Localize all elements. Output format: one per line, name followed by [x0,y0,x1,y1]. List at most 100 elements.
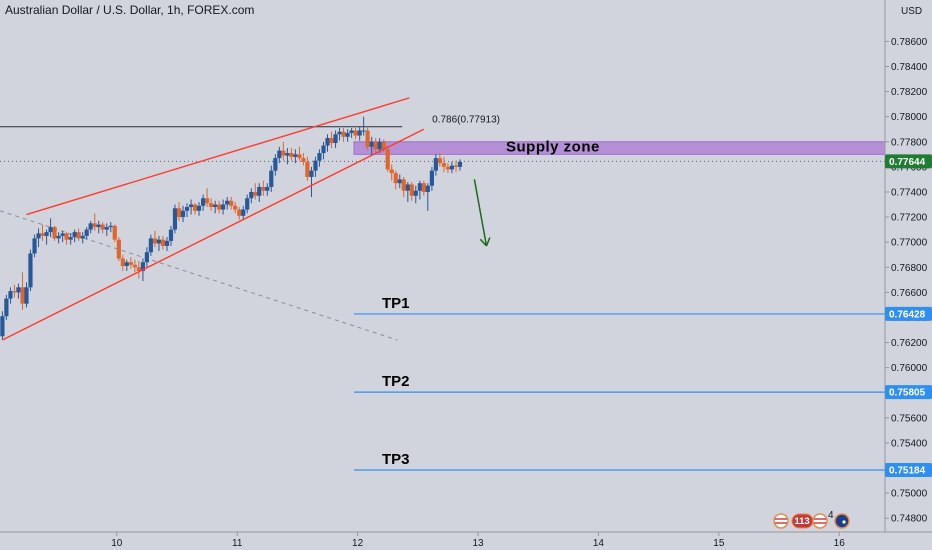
time-axis[interactable]: 10 11 12 13 14 15 16 [0,531,932,549]
candle-body [265,186,270,191]
price-tick-label: 0.75000 [891,489,928,500]
australia-flag-icon[interactable] [834,513,850,529]
candle-body [124,262,129,266]
candle-body [241,209,246,216]
candle-body [437,158,442,164]
candle-body [132,264,137,268]
candle-body [441,163,447,167]
candle-body [249,191,254,199]
last-price-badge[interactable] [885,154,932,169]
price-tick-label: 0.77200 [891,213,928,224]
candle-body [425,185,430,192]
dashed-trend-line[interactable] [0,210,398,341]
price-tick-label: 0.76800 [891,263,928,274]
candle-body [84,229,89,236]
target-label-2: TP2 [382,373,410,390]
candle-body [345,133,350,137]
candle-body [104,227,109,230]
candle-body [393,173,398,184]
down-arrow-head [485,237,491,247]
candle-body [273,158,278,171]
candle-body [56,235,61,239]
candle-body [417,183,422,191]
wedge-lower-line[interactable] [2,128,425,341]
candle-body [64,233,69,240]
candle-body [337,131,342,135]
candle-body [160,239,166,246]
candle-body [213,204,218,208]
candle-body [196,205,202,211]
price-tick-label: 0.77000 [891,238,928,249]
time-tick-label: 10 [111,538,123,549]
candle-body [28,253,33,288]
price-tick-label: 0.78200 [891,87,928,98]
candle-body [112,225,117,240]
candle-body [269,170,274,187]
candle-body [0,316,5,337]
price-tick-label: 0.78000 [891,112,928,123]
candle-body [92,223,97,228]
candle-body [369,141,374,147]
candle-body [321,145,326,154]
time-tick-label: 11 [232,538,243,549]
target-2-price-badge[interactable] [885,385,932,400]
candle-body [72,232,77,238]
candle-body [152,238,158,244]
candles-layer [0,116,463,341]
candle-body [445,166,451,170]
candle-body [20,287,25,304]
price-tick-label: 0.76600 [891,288,928,299]
candle-body [245,198,250,210]
candle-body [108,225,113,228]
candle-body [329,138,334,144]
time-tick-label: 14 [593,538,605,549]
price-axis[interactable]: USD 0.78600 0.78400 0.78200 0.78000 0.77800 0… [884,0,932,532]
candle-body [381,141,386,150]
candle-body [285,153,290,156]
candle-body [317,153,322,161]
economic-events[interactable]: 113 4 [773,510,850,529]
currency-label: USD [901,6,922,17]
candle-body [208,203,214,208]
candle-body [229,200,234,206]
candle-body [409,184,414,196]
us-flag-icon[interactable] [773,513,789,529]
candle-body [353,130,358,136]
candle-body [40,233,45,236]
candle-body [333,134,338,144]
us-flag-icon[interactable] [812,513,828,529]
target-1-price-badge-text: 0.76428 [889,309,926,320]
candle-body [180,210,186,218]
candle-body [293,154,298,157]
candle-body [429,170,435,186]
candle-body [148,238,153,253]
event-count-secondary: 4 [828,510,834,521]
price-tick-label: 0.76000 [891,363,928,374]
down-arrow-shaft[interactable] [473,179,488,247]
candle-body [261,186,266,191]
target-3-price-badge[interactable] [885,463,932,478]
candle-body [257,186,262,196]
candle-body [80,235,85,239]
australia-flag-star-icon [842,520,846,524]
last-price-badge-text: 0.77644 [889,157,926,168]
candle-body [144,252,149,263]
candle-body [341,131,346,137]
wedge-upper-line[interactable] [26,97,410,216]
candle-body [221,204,226,210]
fib-level-label: 0.786(0.77913) [432,115,500,126]
target-1-price-badge[interactable] [885,306,932,321]
candle-body [225,200,230,205]
candle-body [172,208,178,230]
candle-body [168,229,174,241]
time-tick-label: 15 [713,538,725,549]
candle-body [237,209,242,216]
supply-zone-box[interactable] [353,141,886,155]
candle-body [401,179,406,191]
candle-body [289,153,294,157]
candle-body [188,204,194,208]
candle-body [136,267,141,272]
candle-body [16,287,21,293]
